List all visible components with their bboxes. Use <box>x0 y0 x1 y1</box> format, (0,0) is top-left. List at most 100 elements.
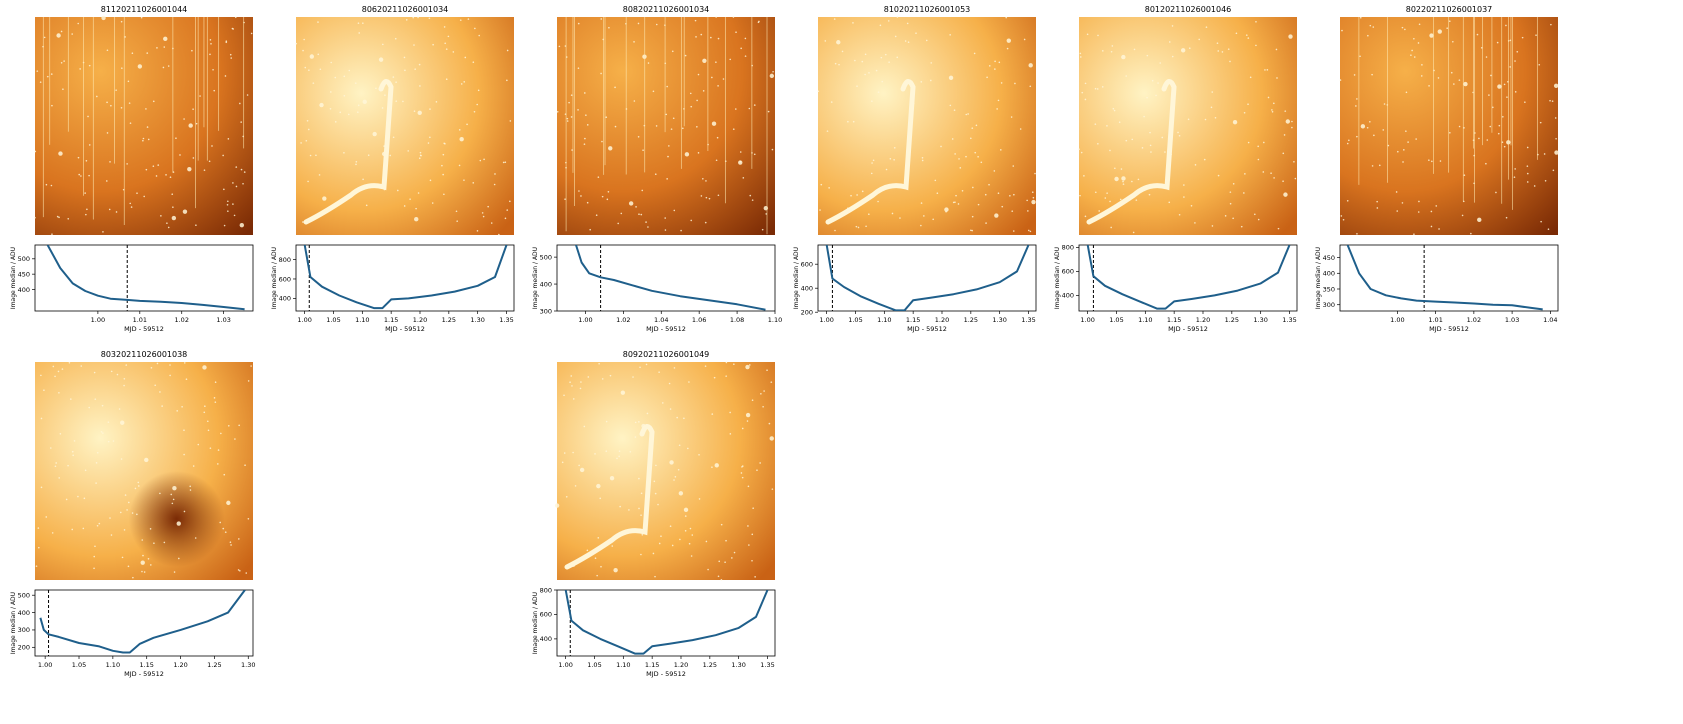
star <box>1224 215 1227 217</box>
median-series-line <box>575 245 766 311</box>
star <box>58 216 60 219</box>
star <box>1028 63 1033 68</box>
star <box>1359 16 1362 19</box>
star <box>1102 50 1104 52</box>
star <box>988 183 990 186</box>
star <box>141 539 144 541</box>
star <box>1435 205 1438 207</box>
star <box>1526 181 1529 183</box>
star <box>1428 159 1430 161</box>
panel: 81120211026001044 1.00 1.01 1.02 1.03 400 450 5… <box>10 5 254 333</box>
star <box>945 210 947 213</box>
star <box>1119 198 1122 201</box>
star <box>156 47 158 49</box>
star <box>1031 191 1034 193</box>
star <box>51 233 53 235</box>
panel-title: 80320211026001038 <box>101 350 188 359</box>
star <box>169 364 171 366</box>
x-tick-label: 1.30 <box>241 661 255 669</box>
star <box>907 41 910 44</box>
star <box>711 413 714 415</box>
star <box>417 110 422 115</box>
star <box>43 36 46 39</box>
star <box>1106 125 1108 127</box>
star <box>738 160 743 165</box>
star <box>752 507 754 510</box>
star <box>881 80 884 83</box>
star <box>153 542 155 544</box>
star <box>227 200 229 203</box>
star <box>1255 20 1257 23</box>
star <box>579 467 585 473</box>
star <box>655 464 657 467</box>
star <box>563 394 565 397</box>
star <box>212 68 214 71</box>
x-tick-label: 1.05 <box>72 661 86 669</box>
star <box>343 94 346 97</box>
star <box>483 158 485 161</box>
star <box>652 552 655 555</box>
star <box>739 151 742 153</box>
star <box>1411 49 1413 52</box>
star <box>725 375 727 377</box>
star <box>362 99 367 105</box>
star <box>994 213 999 218</box>
star <box>126 509 128 511</box>
star <box>654 575 656 578</box>
star <box>1524 101 1526 103</box>
star <box>570 375 573 377</box>
star <box>657 503 659 506</box>
star <box>558 45 561 48</box>
star <box>71 33 73 35</box>
star <box>767 110 770 113</box>
star <box>680 229 682 232</box>
star <box>1273 102 1275 105</box>
star <box>55 462 57 464</box>
star <box>669 408 672 410</box>
median-series-line <box>825 245 1030 311</box>
star <box>130 206 133 208</box>
star <box>412 16 415 19</box>
y-axis-label: Image median / ADU <box>10 247 17 309</box>
star <box>954 201 956 203</box>
star <box>731 557 733 559</box>
star <box>688 542 691 545</box>
star <box>994 60 996 63</box>
star <box>80 175 82 177</box>
star <box>653 480 656 483</box>
star <box>120 458 123 460</box>
x-tick-label: 1.25 <box>703 661 717 669</box>
star <box>1369 120 1371 123</box>
star <box>751 559 753 562</box>
star <box>1113 109 1116 112</box>
star <box>1339 79 1342 81</box>
star <box>84 192 86 194</box>
star <box>1164 151 1166 153</box>
star <box>504 161 507 164</box>
star <box>144 457 149 463</box>
star <box>183 362 186 364</box>
star <box>477 89 480 92</box>
star <box>428 17 431 20</box>
star <box>123 378 126 380</box>
star <box>343 75 346 78</box>
star <box>1104 197 1107 199</box>
star <box>596 483 601 489</box>
star <box>77 156 80 159</box>
star <box>1521 36 1524 39</box>
star <box>1502 115 1504 118</box>
star <box>96 95 98 98</box>
star <box>85 159 88 162</box>
star <box>632 376 634 378</box>
star <box>566 120 569 122</box>
x-tick-label: 1.08 <box>730 316 744 324</box>
star <box>1403 149 1405 151</box>
star <box>756 469 758 471</box>
star <box>665 113 668 116</box>
star <box>223 188 225 191</box>
star <box>354 82 357 84</box>
star <box>1149 144 1152 147</box>
x-tick-label: 1.00 <box>38 661 52 669</box>
star <box>700 33 703 36</box>
star <box>140 16 143 19</box>
